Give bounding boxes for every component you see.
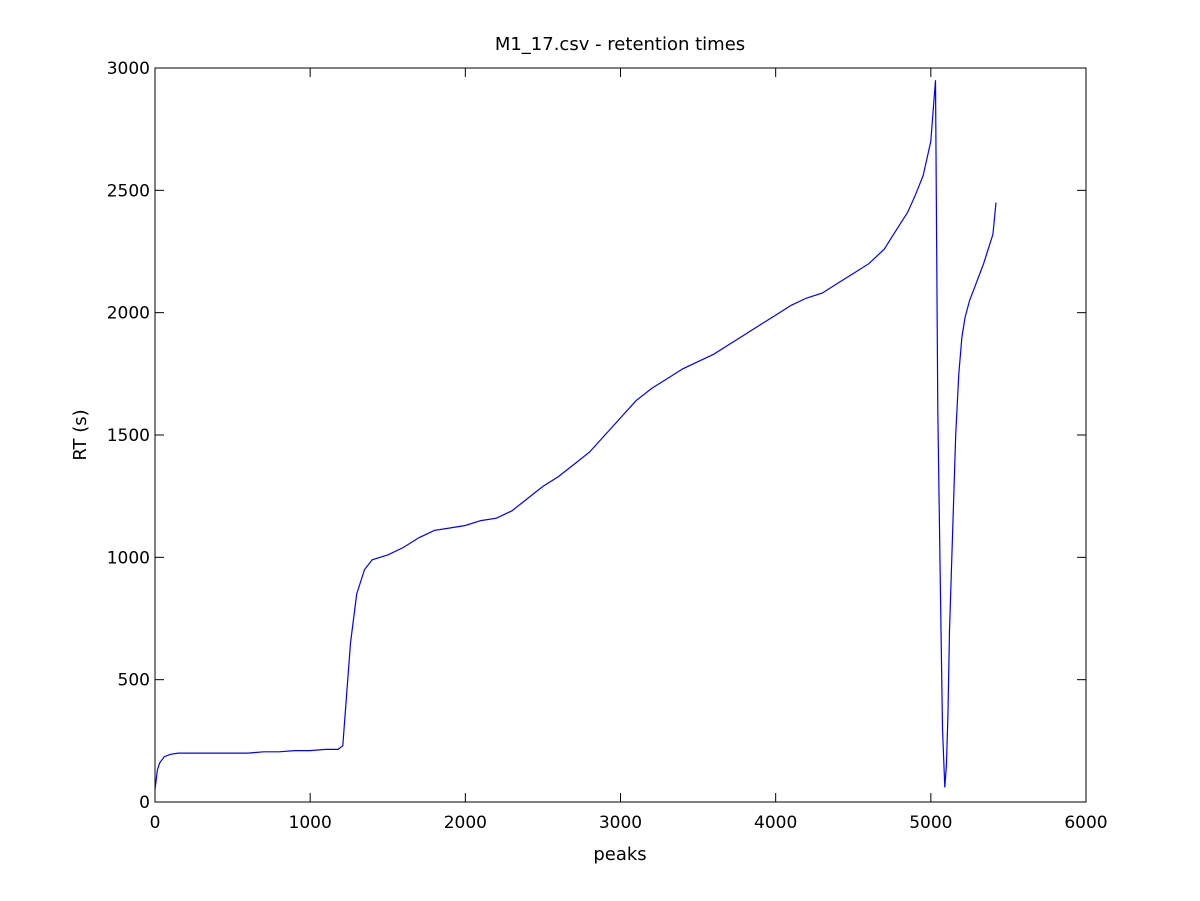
x-axis-title: peaks (593, 844, 646, 865)
y-tick-label: 1000 (107, 548, 150, 568)
x-tick-label: 0 (150, 813, 161, 833)
series-layer (155, 80, 997, 790)
axis-ticks (154, 67, 1087, 803)
series-line (155, 80, 997, 790)
chart-title: M1_17.csv - retention times (495, 34, 745, 55)
y-tick-label: 3000 (107, 59, 150, 79)
y-tick-label: 500 (118, 671, 150, 691)
x-tick-label: 3000 (599, 813, 642, 833)
y-tick-label: 0 (139, 793, 150, 813)
x-tick-label: 1000 (289, 813, 332, 833)
tick-labels: 0 1000 2000 3000 4000 5000 6000 0 500 1000 1500 200… (107, 59, 1108, 833)
y-tick-label: 2500 (107, 181, 150, 201)
y-axis-title: RT (s) (70, 409, 91, 460)
x-tick-label: 4000 (754, 813, 797, 833)
y-tick-label: 2000 (107, 304, 150, 324)
plot-frame (154, 67, 1087, 803)
x-tick-label: 2000 (444, 813, 487, 833)
x-tick-label: 6000 (1064, 813, 1107, 833)
y-tick-label: 1500 (107, 426, 150, 446)
x-tick-label: 5000 (909, 813, 952, 833)
